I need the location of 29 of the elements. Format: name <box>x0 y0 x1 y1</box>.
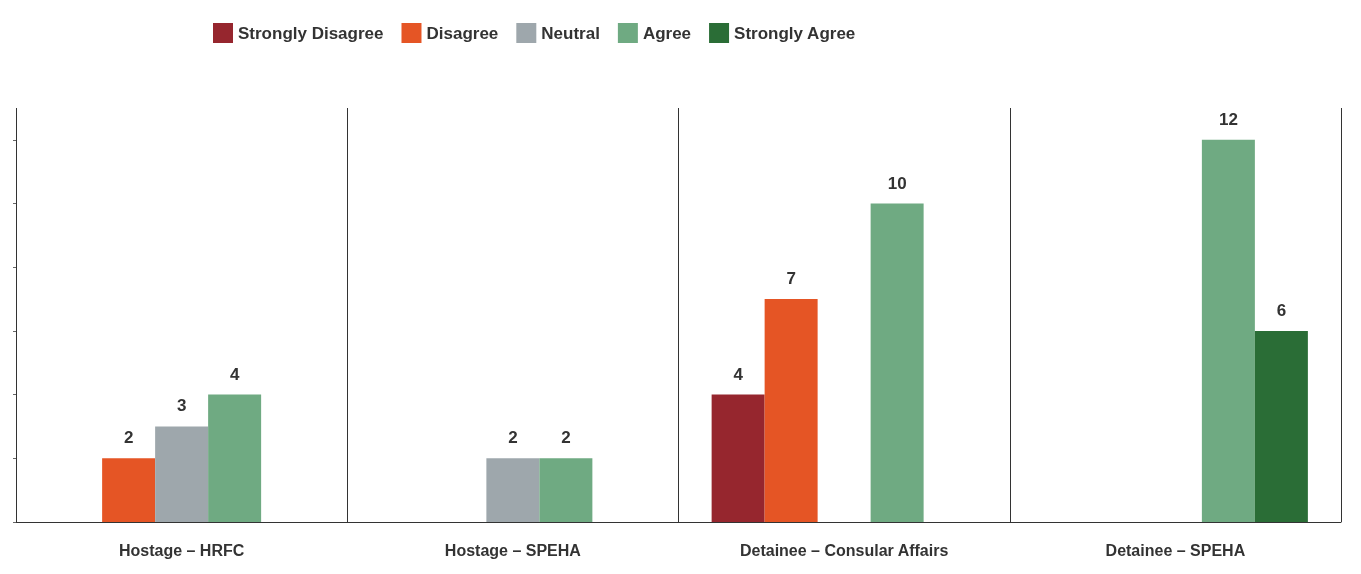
legend-label: Agree <box>642 23 692 43</box>
data-label: 3 <box>176 396 187 416</box>
x-tick-label: Detainee – SPEHA <box>1105 541 1246 559</box>
bar <box>486 458 540 522</box>
data-label: 2 <box>561 428 571 448</box>
data-label: 4 <box>733 364 744 384</box>
bar <box>711 394 765 522</box>
x-tick-label: Hostage – SPEHA <box>444 541 582 559</box>
bar <box>870 203 924 522</box>
data-label: 7 <box>786 269 796 289</box>
data-label: 4 <box>229 364 240 384</box>
data-label: 12 <box>1218 109 1238 129</box>
data-label: 2 <box>123 428 134 448</box>
bar <box>155 426 209 522</box>
legend-label: Disagree <box>426 23 499 43</box>
bar <box>208 394 262 522</box>
bar <box>102 458 156 522</box>
legend-label: Strongly Agree <box>734 23 856 43</box>
legend-label: Neutral <box>541 23 600 43</box>
bar <box>539 458 593 522</box>
legend-label: Strongly Disagree <box>238 23 384 43</box>
bar <box>1254 330 1308 522</box>
bar <box>764 299 818 522</box>
x-tick-label: Detainee – Consular Affairs <box>739 541 949 559</box>
bar <box>1201 139 1255 522</box>
data-label: 2 <box>508 428 518 448</box>
x-tick-label: Hostage – HRFC <box>118 541 245 559</box>
data-label: 6 <box>1276 300 1287 320</box>
data-label: 10 <box>887 173 907 193</box>
